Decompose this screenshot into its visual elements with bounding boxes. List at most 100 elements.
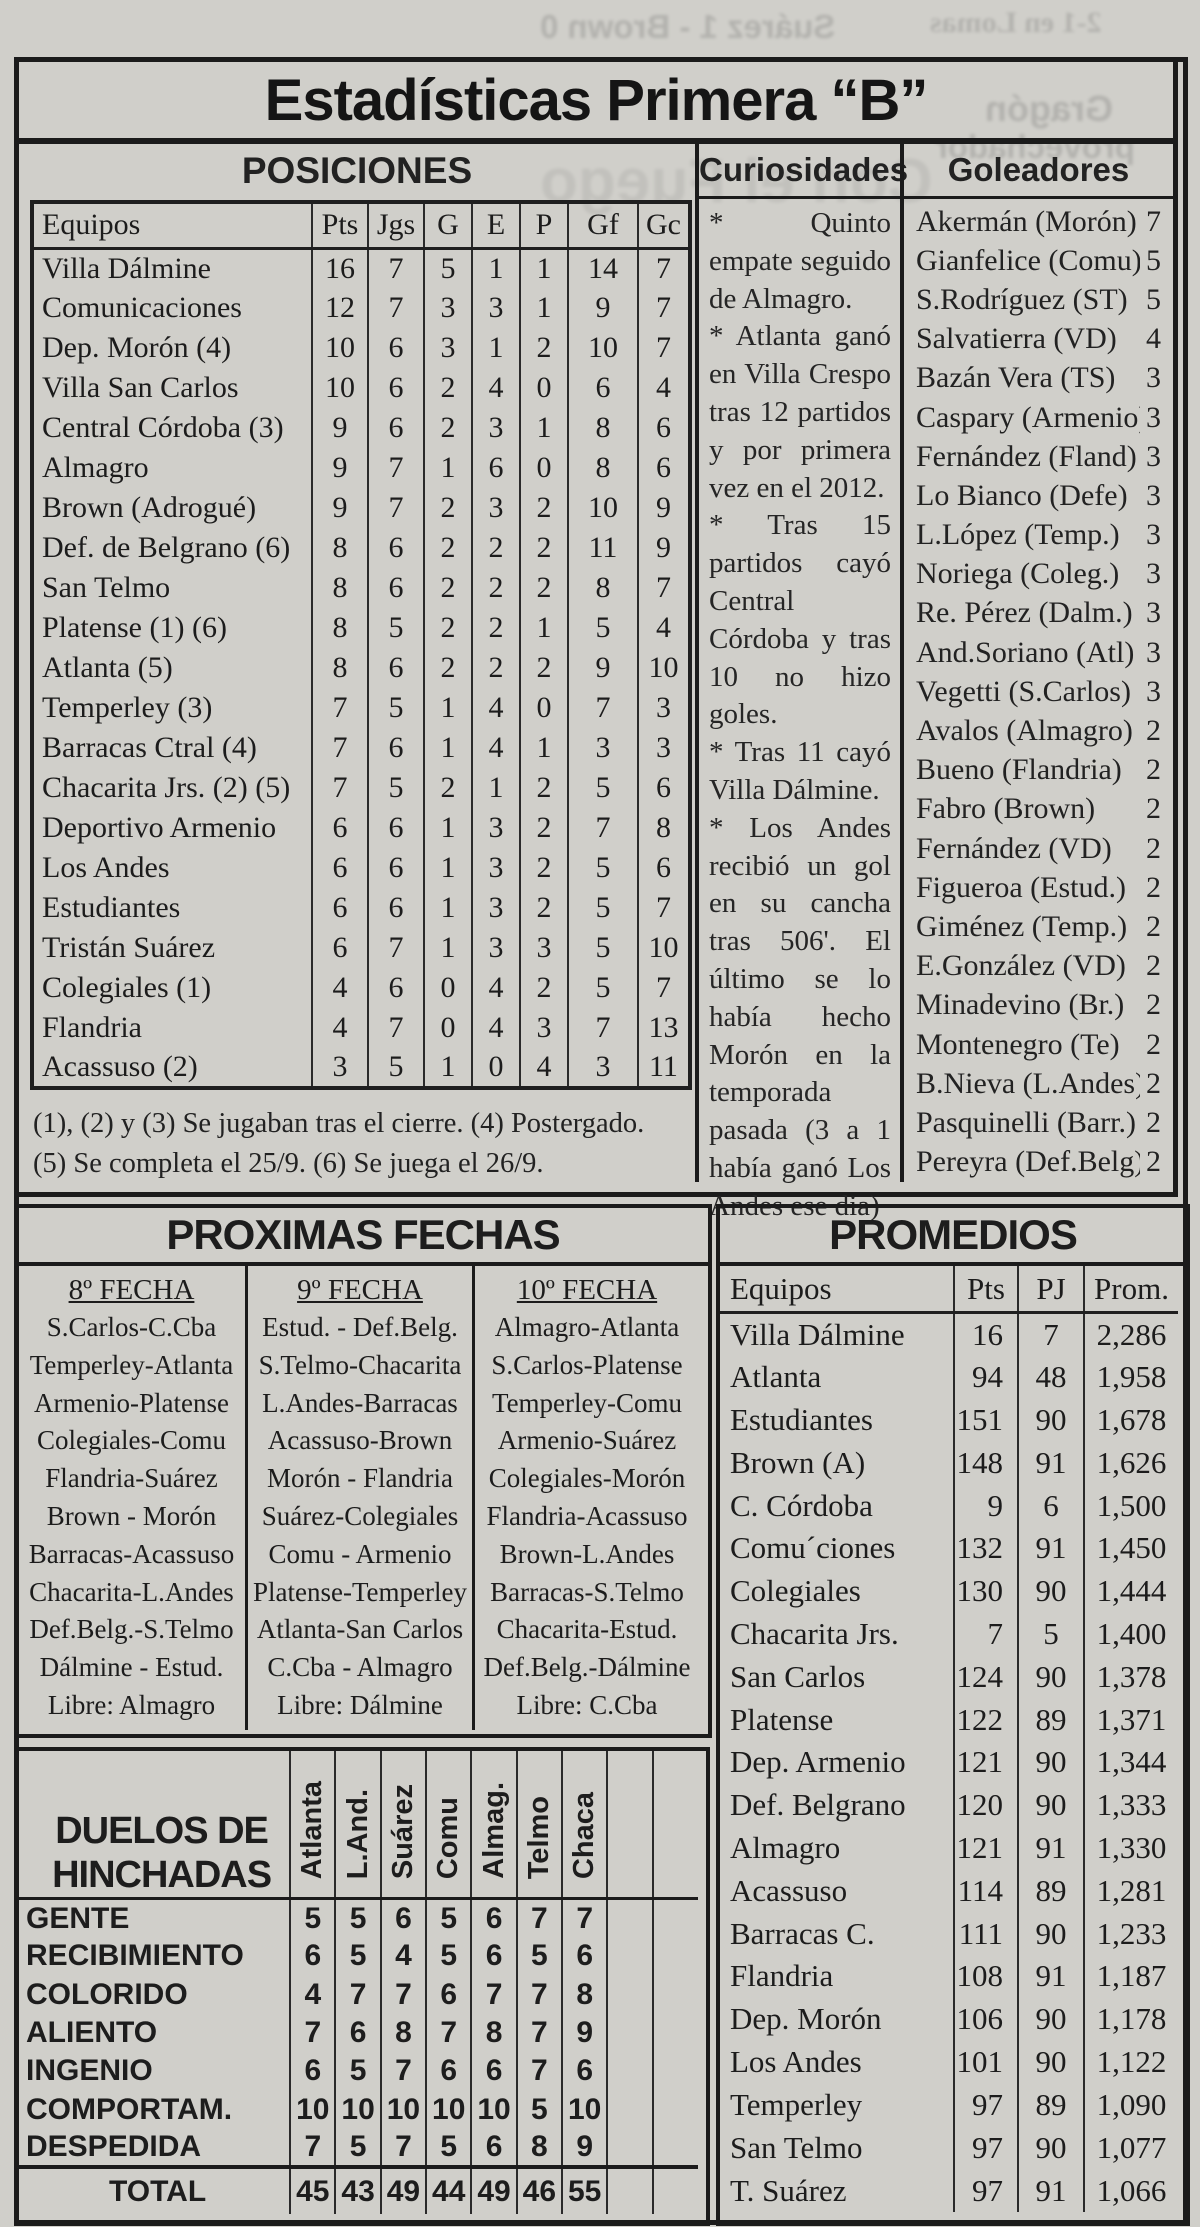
stat-cell: 5: [367, 768, 424, 808]
standings-row: Acassuso (2) 3 5 1 0 4 3 11: [32, 1048, 690, 1088]
category-label-cell: RECIBIMIENTO: [26, 1939, 244, 1973]
score-cell: 8: [379, 2013, 427, 2053]
team-name-cell: Brown (A): [730, 1444, 866, 1480]
fixture-row: Colegiales-Morón: [488, 1463, 686, 1494]
empty-cell: [606, 1937, 653, 1976]
fixture-row: Flandria-Acassuso: [486, 1500, 688, 1531]
stat-cell: 6: [637, 408, 690, 448]
score-cell: 7: [515, 2052, 562, 2091]
stat-cell: 3: [519, 1008, 568, 1048]
played-cell: 6: [1017, 1484, 1084, 1527]
stat-cell: 9: [567, 288, 638, 328]
points-cell: 9: [953, 1484, 1018, 1527]
standings-row: Deportivo Armenio 6 6 1 3 2 7 8: [32, 808, 690, 848]
standings-row: Comunicaciones 12 7 3 3 1 9 7: [32, 288, 690, 328]
stat-cell: 3: [519, 928, 568, 968]
score-cell: 5: [425, 1937, 472, 1976]
averages-header-cell: Equipos: [720, 1266, 954, 1315]
fixture-column: 9º FECHA Estud. - Def.Belg. S.Telmo-Chacar…: [245, 1266, 472, 1730]
played-cell: 90: [1017, 2126, 1084, 2170]
team-name-cell: Brown (Adrogué): [42, 491, 257, 524]
stat-cell: 3: [471, 488, 520, 528]
stat-cell: 2: [519, 528, 568, 568]
standings-table: Equipos Pts Jgs G E P Gf Gc Villa Dálmine 16 7 5 1 1 1…: [30, 200, 692, 1090]
curiosities-body: * Quinto empate seguido de Almagro. * Atl…: [699, 199, 900, 1226]
total-score-cell: 45: [289, 2165, 336, 2214]
stat-cell: 10: [637, 928, 690, 968]
bleed-through-text: 2-1 en Lomas: [930, 6, 1102, 39]
points-cell: 124: [953, 1655, 1018, 1699]
fixture-column-header: 10º FECHA: [516, 1274, 658, 1306]
scorer-goals: 7: [1146, 204, 1161, 238]
standings-header-cell: E: [471, 202, 520, 250]
standings-row: Brown (Adrogué) 9 7 2 3 2 10 9: [32, 488, 690, 528]
scorer-name: Akermán (Morón): [916, 204, 1137, 238]
stat-cell: 5: [567, 968, 638, 1008]
average-cell: 1,958: [1083, 1355, 1178, 1399]
scorer-row: Bazán Vera (TS) 3: [904, 359, 1173, 398]
fixture-row: Colegiales-Comu: [37, 1425, 226, 1456]
stat-cell: 9: [311, 448, 368, 488]
scorer-row: Noriega (Coleg.) 3: [904, 555, 1173, 594]
played-cell: 90: [1017, 2040, 1084, 2084]
stat-cell: 7: [367, 288, 424, 328]
stat-cell: 5: [367, 688, 424, 728]
stat-cell: 6: [311, 808, 368, 848]
stat-cell: 6: [471, 448, 520, 488]
standings-row: Almagro 9 7 1 6 0 8 6: [32, 448, 690, 488]
played-cell: 91: [1017, 1441, 1084, 1485]
scorer-name: Fabro (Brown): [916, 792, 1096, 826]
stat-cell: 7: [637, 968, 690, 1008]
stat-cell: 2: [423, 568, 472, 608]
scorer-row: Pereyra (Def.Belg) 2: [904, 1143, 1173, 1182]
empty-cell: [651, 1975, 698, 2014]
stat-cell: 6: [637, 768, 690, 808]
stat-cell: 2: [423, 648, 472, 688]
averages-row: Villa Dálmine 16 7 2,286: [720, 1312, 1178, 1356]
scorer-row: Fernández (Fland) 3: [904, 437, 1173, 476]
scorer-name: Giménez (Temp.): [916, 909, 1128, 943]
fan-duels-section: DUELOS DE HINCHADAS Atlanta L.And. Suárez Co…: [14, 1747, 710, 2226]
curiosities-title: Curiosidades: [699, 144, 908, 199]
average-cell: 1,066: [1083, 2169, 1178, 2212]
stat-cell: 16: [311, 248, 368, 288]
score-cell: 5: [515, 1937, 562, 1976]
score-cell: 5: [289, 1898, 336, 1937]
upcoming-fixtures-title: PROXIMAS FECHAS: [18, 1208, 708, 1266]
average-cell: 1,281: [1083, 1869, 1178, 1913]
fixture-bye: Libre: Dálmine: [277, 1689, 443, 1720]
stat-cell: 3: [471, 888, 520, 928]
standings-header-row: Equipos Pts Jgs G E P Gf Gc: [32, 202, 690, 250]
fixture-column: 10º FECHA Almagro-Atlanta S.Carlos-Platens…: [472, 1266, 699, 1730]
score-cell: 6: [560, 1937, 608, 1976]
points-cell: 132: [953, 1526, 1018, 1570]
stat-cell: 2: [423, 408, 472, 448]
average-cell: 1,626: [1083, 1441, 1178, 1485]
stat-cell: 7: [637, 568, 690, 608]
played-cell: 91: [1017, 1526, 1084, 1570]
score-cell: 5: [334, 2052, 381, 2091]
scorer-row: Akermán (Morón) 7: [904, 202, 1173, 241]
fixture-row: Def.Belg.-Dálmine: [483, 1652, 691, 1683]
empty-header-cell: [651, 1751, 698, 1901]
team-name-cell: Flandria: [42, 1011, 142, 1044]
averages-row: San Telmo 97 90 1,077: [720, 2126, 1178, 2170]
points-cell: 106: [953, 1997, 1018, 2041]
total-score-cell: 55: [560, 2165, 608, 2214]
fan-duels-title: DUELOS DE HINCHADAS: [52, 1810, 272, 1897]
team-name-cell: San Telmo: [730, 2129, 863, 2165]
scorer-name: S.Rodríguez (ST): [916, 282, 1128, 316]
stat-cell: 2: [423, 368, 472, 408]
scorer-name: Gianfelice (Comu): [916, 243, 1140, 277]
team-name-cell: Colegiales: [730, 1573, 861, 1609]
scorer-goals: 2: [1146, 909, 1161, 943]
scorer-row: Bueno (Flandria) 2: [904, 751, 1173, 790]
total-score-cell: 49: [379, 2165, 427, 2214]
score-cell: 7: [379, 2129, 427, 2168]
scorer-goals: 2: [1146, 1027, 1161, 1061]
team-name-cell: Platense: [730, 1701, 834, 1737]
played-cell: 89: [1017, 1869, 1084, 1913]
score-cell: 6: [379, 1898, 427, 1937]
standings-row: Central Córdoba (3) 9 6 2 3 1 8 6: [32, 408, 690, 448]
scorer-row: Fernández (VD) 2: [904, 829, 1173, 868]
